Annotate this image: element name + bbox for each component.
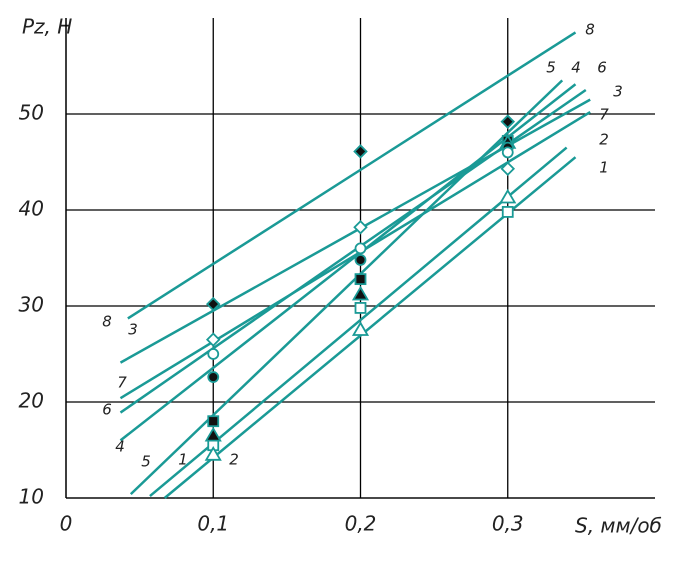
fit-line: [119, 83, 577, 442]
marker: [353, 220, 368, 235]
x-tick-label: 0,3: [492, 512, 524, 536]
line-label: 8: [102, 313, 112, 331]
line-label: 2: [229, 451, 239, 469]
marker: [207, 415, 220, 428]
marker: [354, 254, 367, 266]
line-label: 7: [599, 106, 609, 124]
line-label: 7: [117, 374, 127, 392]
y-tick-label: 40: [19, 197, 44, 221]
marker: [354, 273, 367, 286]
marker: [207, 371, 220, 383]
marker: [353, 144, 368, 159]
marker: [500, 114, 516, 129]
line-label: 3: [128, 321, 138, 339]
y-tick-label: 20: [19, 389, 44, 413]
marker: [205, 296, 221, 312]
fit-line: [163, 156, 577, 499]
marker: [207, 348, 220, 360]
fit-line: [127, 31, 577, 320]
y-axis-label: Pz, Н: [22, 15, 72, 39]
fit-line: [119, 111, 591, 400]
line-label: 3: [613, 83, 623, 101]
marker: [500, 161, 516, 176]
marker: [205, 332, 221, 347]
line-label: 5: [546, 59, 556, 77]
marker: [354, 242, 367, 255]
marker: [351, 321, 370, 336]
marker: [501, 146, 514, 159]
fit-line: [129, 79, 564, 496]
line-label: 6: [597, 59, 607, 77]
x-tick-label: 0: [60, 512, 73, 536]
marker: [354, 302, 367, 314]
x-axis-label: S, мм/об: [575, 514, 662, 538]
line-label: 4: [115, 438, 125, 456]
marker: [501, 206, 514, 218]
line-label: 4: [571, 59, 581, 77]
fit-line: [119, 88, 587, 414]
line-label: 5: [141, 453, 151, 471]
y-tick-label: 10: [19, 485, 44, 509]
line-label: 8: [585, 21, 595, 39]
line-label: 1: [178, 451, 188, 469]
marker: [204, 446, 222, 461]
x-tick-label: 0,1: [197, 512, 229, 536]
marker: [351, 285, 370, 301]
marker: [499, 188, 517, 204]
marker: [204, 426, 222, 442]
x-tick-label: 0,2: [345, 512, 377, 536]
y-tick-label: 30: [19, 293, 44, 317]
line-label: 6: [102, 401, 112, 419]
line-label: 1: [599, 159, 609, 177]
line-label: 2: [599, 131, 609, 149]
y-tick-label: 50: [19, 101, 44, 125]
